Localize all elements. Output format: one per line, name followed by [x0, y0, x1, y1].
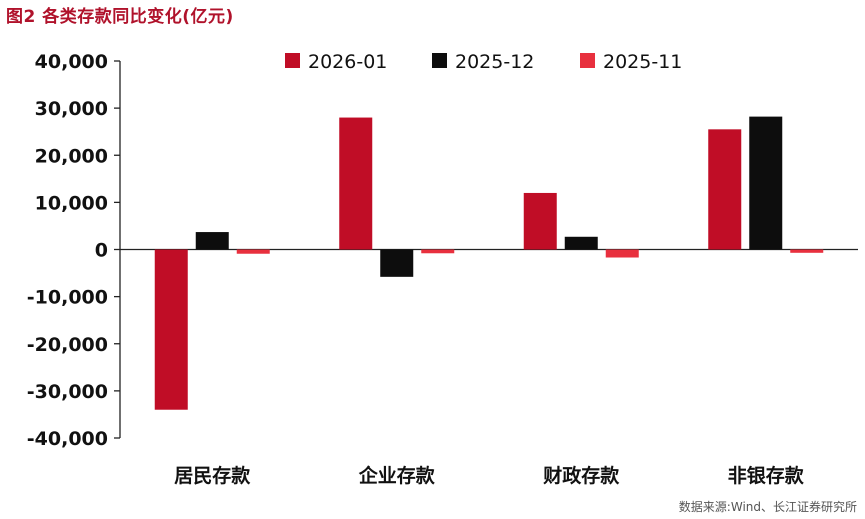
bar-2025-11-财政存款: [605, 249, 639, 258]
y-axis: 40,000 30,000 20,000 10,000 0 -10,000 -20,000 -…: [27, 51, 858, 450]
y-tick-label: -30,000: [27, 381, 108, 403]
bars: [154, 116, 824, 410]
bar-2025-12-企业存款: [380, 249, 414, 277]
x-category-label: 非银存款: [728, 464, 805, 487]
bar-2025-11-非银存款: [790, 249, 824, 253]
legend-swatch-2025-11: [580, 53, 595, 68]
x-axis-labels: 居民存款 企业存款 财政存款 非银存款: [174, 464, 805, 487]
bar-2026-01-非银存款: [708, 129, 742, 250]
legend-label: 2025-11: [603, 51, 682, 73]
legend-label: 2025-12: [455, 51, 534, 73]
bar-2025-12-非银存款: [749, 116, 783, 250]
legend-swatch-2025-12: [432, 53, 447, 68]
y-tick-label: 10,000: [35, 192, 108, 214]
y-tick-label: 0: [95, 240, 108, 262]
y-tick-label: -20,000: [27, 334, 108, 356]
bar-2025-12-居民存款: [195, 232, 229, 250]
legend-swatch-2026-01: [285, 53, 300, 68]
x-category-label: 财政存款: [543, 464, 620, 487]
y-tick-label: -40,000: [27, 428, 108, 450]
y-tick-label: 20,000: [35, 145, 108, 167]
x-category-label: 居民存款: [174, 464, 251, 487]
source-note: 数据来源:Wind、长江证券研究所: [678, 500, 857, 514]
y-tick-label: 30,000: [35, 98, 108, 120]
bar-2026-01-企业存款: [339, 117, 373, 250]
y-tick-label: 40,000: [35, 51, 108, 73]
bar-2025-12-财政存款: [564, 236, 598, 250]
legend-label: 2026-01: [308, 51, 387, 73]
bar-2025-11-企业存款: [421, 249, 455, 254]
y-tick-label: -10,000: [27, 287, 108, 309]
chart-title: 图2 各类存款同比变化(亿元): [6, 7, 234, 27]
legend: 2026-01 2025-12 2025-11: [285, 51, 682, 73]
bar-2026-01-居民存款: [154, 249, 188, 410]
bar-2025-11-居民存款: [236, 249, 270, 254]
bar-2026-01-财政存款: [523, 192, 557, 250]
x-category-label: 企业存款: [358, 464, 436, 487]
